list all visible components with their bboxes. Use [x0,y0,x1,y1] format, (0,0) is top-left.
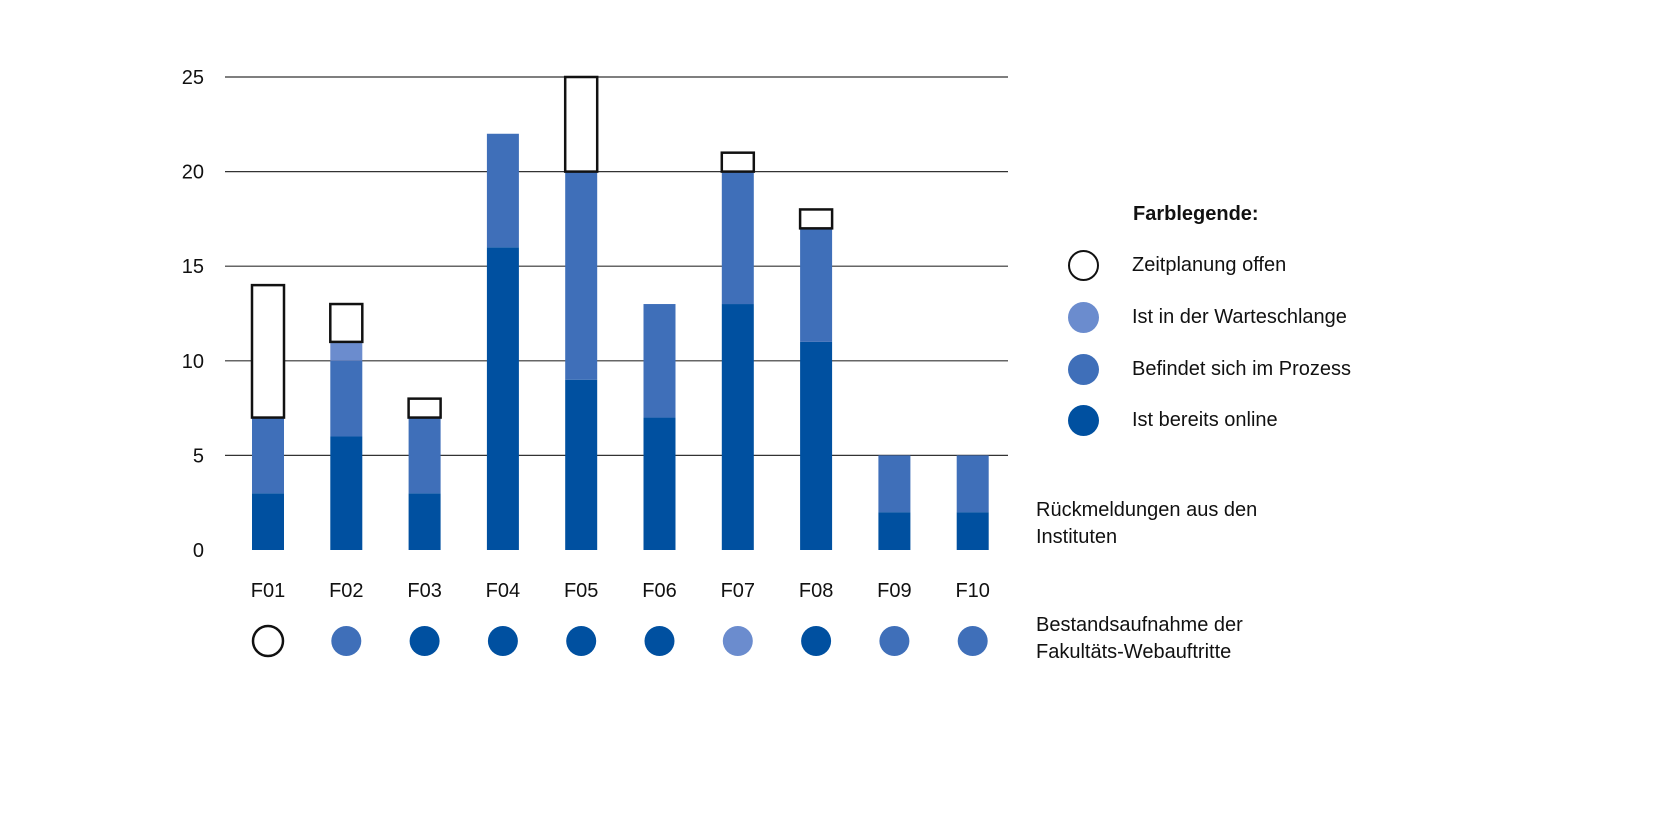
legend-label: Befindet sich im Prozess [1132,357,1351,380]
bar-segment-f05-befindet-sich-im-prozess [565,171,598,380]
bar-segment-f04-ist-bereits-online [486,247,519,550]
x-axis-ticks: F01 F02 F03 F04 F05 F06 F07 F08 F09 F10 [251,580,990,602]
legend-item-online: Ist bereits online [1068,403,1278,437]
legend-item-zeitplanung-offen: Zeitplanung offen [1068,248,1286,282]
bar-segment-f05-ist-bereits-online [565,379,598,550]
circle-icon [1068,301,1099,333]
bar-segment-f02-ist-bereits-online [330,436,363,550]
circle-icon [1068,249,1099,281]
x-tick-label: F10 [955,580,989,602]
bar-segment-f01-zeitplanung-offen [250,283,286,419]
x-tick-label: F04 [486,580,520,602]
bar-segment-f06-befindet-sich-im-prozess [643,304,676,418]
x-tick-label: F01 [251,580,285,602]
bar-segment-f08-befindet-sich-im-prozess [800,228,833,342]
bar-segment-f02-ist-in-der-warteschlange [330,341,363,361]
status-dot-f01 [251,624,285,658]
bar-segment-f02-befindet-sich-im-prozess [330,360,363,437]
bar-segment-f03-zeitplanung-offen [407,397,442,419]
bar-segment-f02-zeitplanung-offen [329,302,364,344]
bar-segment-f07-zeitplanung-offen [720,151,756,173]
bar-segment-f07-befindet-sich-im-prozess [721,171,754,305]
status-dot-f09 [879,626,910,656]
x-tick-label: F09 [877,580,911,602]
y-tick-label: 5 [193,445,204,467]
bar-segment-f04-befindet-sich-im-prozess [486,133,519,248]
status-dot-f05 [566,626,597,656]
y-tick-label: 25 [182,67,204,89]
status-dot-f02 [331,626,362,656]
bar-segment-f01-befindet-sich-im-prozess [252,417,284,494]
x-tick-label: F07 [721,580,755,602]
x-tick-label: F08 [799,580,833,602]
legend-title: Farblegende: [1133,203,1259,225]
bars-row-label: Rückmeldungen aus den Instituten [1036,499,1258,548]
bar-segment-f07-ist-bereits-online [721,304,754,550]
status-dot-f10 [957,626,988,656]
legend-item-prozess: Befindet sich im Prozess [1068,352,1351,386]
legend-item-warteschlange: Ist in der Warteschlange [1068,300,1347,334]
status-dots [251,624,988,658]
y-axis-ticks: 0 5 10 15 20 25 [182,67,204,562]
dots-row-label: Bestandsaufnahme der Fakultäts-Webauftri… [1036,614,1243,663]
status-dot-f07 [722,626,753,656]
x-tick-label: F06 [642,580,676,602]
x-tick-label: F05 [564,580,598,602]
y-tick-label: 0 [193,540,204,562]
bar-segment-f06-ist-bereits-online [643,417,676,550]
status-dot-f04 [487,626,518,656]
bar-segment-f09-befindet-sich-im-prozess [878,455,911,513]
legend-label: Ist bereits online [1132,408,1278,431]
circle-icon [1068,404,1099,436]
bar-segment-f03-ist-bereits-online [408,493,441,550]
bar-segment-f08-ist-bereits-online [800,341,833,550]
circle-icon [1068,353,1099,385]
legend-label: Zeitplanung offen [1132,253,1287,276]
bar-segment-f05-zeitplanung-offen [563,75,599,173]
status-dot-f03 [409,626,440,656]
status-dot-f08 [801,626,832,656]
bar-segment-f01-ist-bereits-online [252,493,284,550]
x-tick-label: F03 [407,580,441,602]
status-dot-f06 [644,626,675,656]
y-tick-label: 15 [182,256,204,278]
y-tick-label: 20 [182,162,204,184]
bar-segment-f08-zeitplanung-offen [798,208,834,230]
bar-segment-f03-befindet-sich-im-prozess [408,417,441,494]
bar-segment-f09-ist-bereits-online [878,512,911,550]
x-tick-label: F02 [329,580,363,602]
y-tick-label: 10 [182,351,204,373]
bar-segment-f10-befindet-sich-im-prozess [956,455,989,513]
bars [250,75,989,550]
legend-label: Ist in der Warteschlange [1132,305,1347,328]
bar-segment-f10-ist-bereits-online [956,512,989,550]
